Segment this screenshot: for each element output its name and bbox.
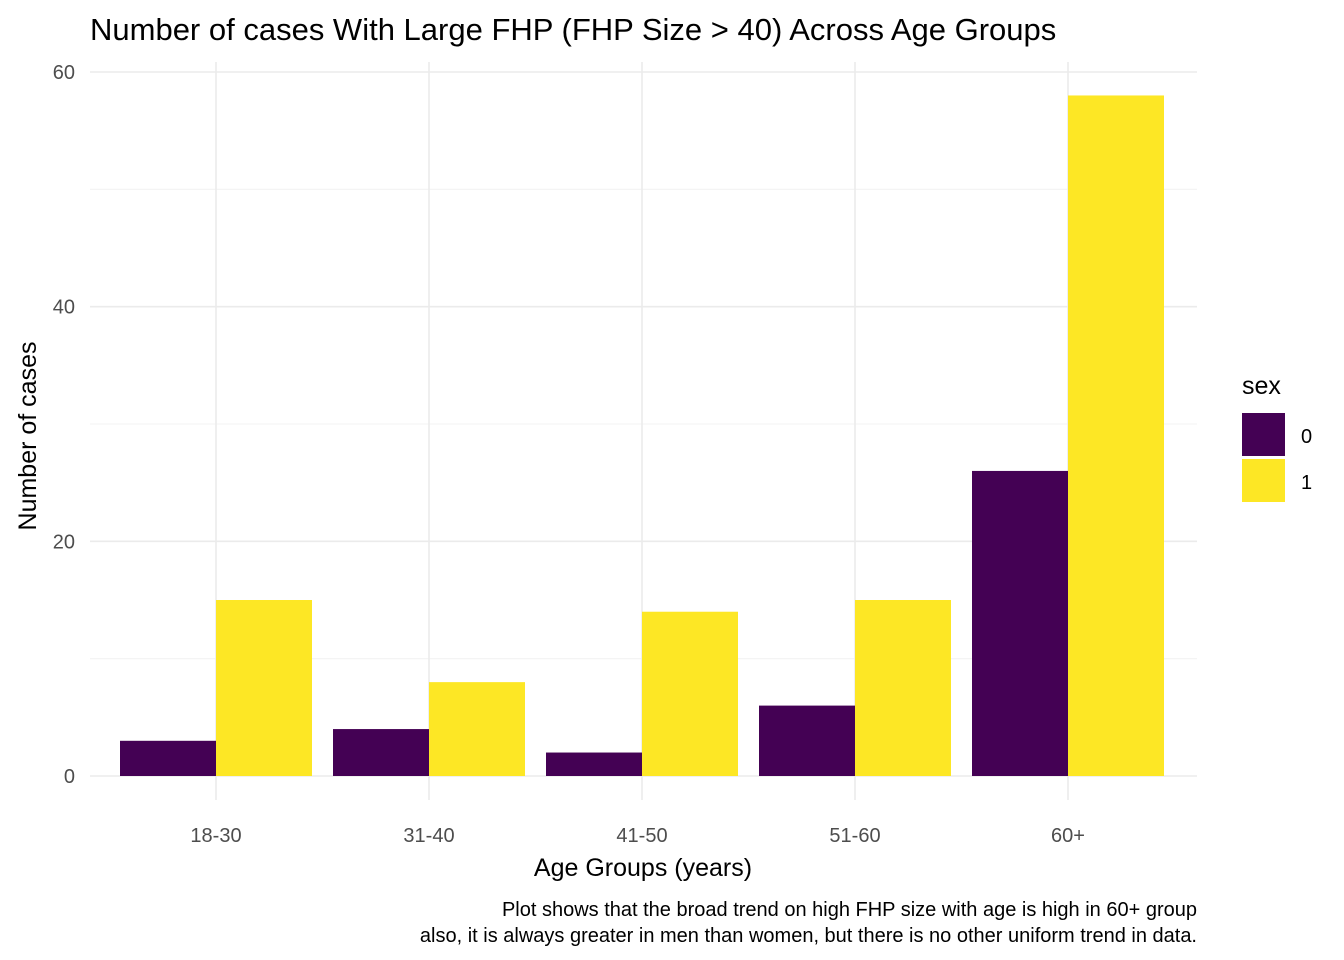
x-tick-label: 51-60	[829, 825, 880, 847]
legend-label-0: 0	[1301, 426, 1312, 448]
x-axis-title: Age Groups (years)	[534, 854, 752, 882]
legend-label-1: 1	[1301, 472, 1312, 494]
x-tick-label: 31-40	[403, 825, 454, 847]
bar-51-60-sex-1	[855, 600, 951, 776]
bar-60+-sex-1	[1068, 95, 1164, 776]
bar-18-30-sex-1	[216, 600, 312, 776]
legend-key-1	[1242, 459, 1285, 502]
bar-31-40-sex-0	[333, 729, 429, 776]
y-tick-label: 60	[53, 62, 75, 84]
bar-41-50-sex-1	[642, 611, 738, 776]
y-tick-label: 40	[53, 297, 75, 319]
bar-31-40-sex-1	[429, 682, 525, 776]
bars	[120, 95, 1164, 776]
caption-line-2: also, it is always greater in men than w…	[420, 925, 1197, 947]
legend-title: sex	[1242, 372, 1281, 400]
bar-41-50-sex-0	[546, 752, 642, 776]
chart-title: Number of cases With Large FHP (FHP Size…	[90, 12, 1056, 47]
y-tick-label: 0	[64, 766, 75, 788]
y-axis-title: Number of cases	[14, 342, 42, 531]
x-tick-label: 60+	[1051, 825, 1085, 847]
y-tick-label: 20	[53, 531, 75, 553]
bar-18-30-sex-0	[120, 740, 216, 776]
bar-60+-sex-0	[972, 470, 1068, 776]
caption-line-1: Plot shows that the broad trend on high …	[502, 899, 1197, 921]
bar-51-60-sex-0	[759, 705, 855, 776]
caption: Plot shows that the broad trend on high …	[420, 899, 1197, 947]
x-tick-label: 18-30	[190, 825, 241, 847]
y-axis-ticks: 0 20 40 60	[53, 62, 75, 788]
legend-key-0	[1242, 413, 1285, 456]
legend: sex 0 1	[1242, 372, 1312, 502]
x-axis-ticks: 18-30 31-40 41-50 51-60 60+	[190, 825, 1085, 847]
x-tick-label: 41-50	[616, 825, 667, 847]
